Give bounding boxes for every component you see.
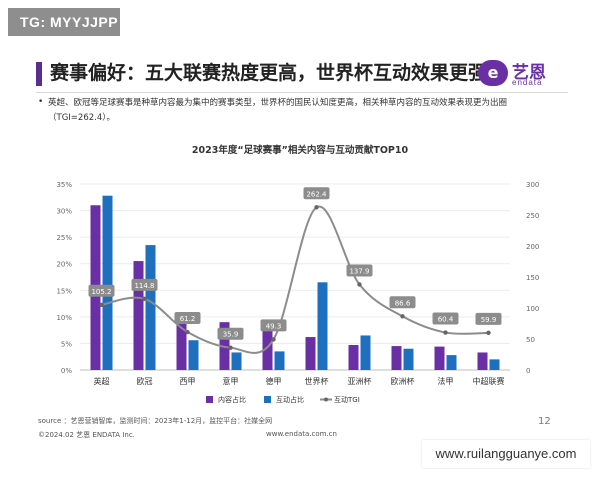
left-axis-tick: 20%: [56, 261, 72, 269]
legend-marker: [324, 397, 328, 402]
logo-subtext: endata: [512, 78, 543, 87]
legend-label: 互动占比: [276, 395, 304, 404]
content-share-bar: [262, 327, 273, 370]
category-label: 欧洲杯: [391, 376, 415, 386]
legend-label: 互动TGI: [334, 395, 360, 404]
logo-text: 艺恩: [512, 63, 546, 83]
footer-url: www.endata.com.cn: [266, 430, 337, 438]
interaction-share-bar: [360, 335, 371, 370]
category-label: 意甲: [223, 376, 239, 386]
tgi-point: [228, 345, 233, 350]
copyright-note: ©2024.02 艺恩 ENDATA Inc.: [38, 431, 135, 439]
interaction-share-bar: [145, 245, 156, 370]
title-accent-bar: [36, 62, 42, 86]
content-share-bar: [391, 346, 402, 370]
tgi-point: [314, 205, 319, 210]
tgi-line: [101, 205, 489, 354]
summary-text: 英超、欧冠等足球赛事是种草内容最为集中的赛事类型，世界杯的国民认知度更高，相关种…: [48, 98, 508, 123]
tgi-label-box: [303, 187, 330, 200]
tgi-data-label: 137.9: [349, 268, 369, 276]
left-axis-tick: 5%: [61, 340, 72, 348]
tgi-label-box: [475, 312, 502, 325]
right-axis-tick: 300: [526, 181, 539, 189]
title-divider: [36, 92, 568, 93]
tgi-point: [443, 330, 448, 335]
interaction-share-bar: [446, 355, 457, 370]
category-label: 亚洲杯: [348, 376, 372, 386]
left-axis-tick: 35%: [56, 181, 72, 189]
chart-title: 2023年度“足球赛事”相关内容与互动贡献TOP10: [191, 145, 409, 156]
site-watermark: www.ruilangguanye.com: [422, 440, 590, 468]
tgi-data-label: 114.8: [134, 282, 154, 290]
left-axis-tick: 25%: [56, 234, 72, 242]
right-axis-tick: 100: [526, 305, 539, 313]
tgi-point: [400, 314, 405, 319]
tgi-label-box: [131, 278, 158, 291]
right-axis-tick: 250: [526, 212, 539, 220]
interaction-share-bar: [317, 282, 328, 370]
tgi-data-label: 49.3: [266, 322, 282, 330]
right-axis-tick: 200: [526, 243, 539, 251]
category-label: 英超: [94, 376, 110, 386]
content-share-bar: [176, 322, 187, 370]
tgi-label-box: [217, 327, 244, 340]
right-axis-tick: 150: [526, 274, 539, 282]
category-label: 世界杯: [305, 376, 329, 386]
tgi-point: [185, 329, 190, 335]
legend-swatch: [264, 396, 271, 403]
interaction-share-bar: [188, 340, 199, 370]
content-share-bar: [477, 352, 488, 370]
legend-swatch: [206, 396, 213, 403]
tgi-point: [357, 282, 362, 287]
tgi-data-label: 262.4: [306, 190, 327, 198]
left-axis-tick: 15%: [56, 287, 72, 295]
interaction-share-bar: [231, 352, 242, 370]
tgi-data-label: 35.9: [223, 331, 239, 339]
category-label: 欧冠: [137, 376, 153, 386]
logo-mark-icon: e: [478, 60, 508, 86]
left-axis-tick: 0%: [61, 367, 72, 375]
content-share-bar: [305, 337, 316, 370]
source-note: source ：艺恩营销智库，监测时间：2023年1-12月，监控平台：社媒全网: [38, 417, 273, 425]
tgi-point: [271, 337, 276, 342]
page-number: 12: [538, 416, 551, 427]
tgi-label-box: [174, 312, 201, 325]
tgi-data-label: 59.9: [481, 316, 497, 324]
interaction-share-bar: [489, 359, 500, 370]
combo-chart: 0% 5% 10% 15% 20% 25% 30% 35% 0 50 100 150 200 250 300…: [56, 181, 539, 404]
content-share-bar: [348, 345, 359, 370]
tgi-point: [99, 302, 104, 307]
interaction-share-bar: [102, 195, 113, 370]
legend-label: 内容占比: [218, 395, 246, 404]
category-label: 法甲: [438, 376, 454, 386]
bullet-icon: •: [38, 97, 44, 107]
tgi-data-label: 60.4: [438, 316, 454, 324]
left-axis-tick: 10%: [56, 314, 72, 322]
interaction-share-bar: [403, 348, 414, 370]
left-axis-tick: 30%: [56, 208, 72, 216]
category-label: 西甲: [180, 377, 196, 386]
tgi-label-box: [432, 312, 459, 325]
category-label: 中超联赛: [473, 376, 505, 386]
content-share-bar: [434, 346, 445, 370]
right-axis-tick: 0: [526, 367, 530, 375]
tgi-data-label: 61.2: [180, 315, 196, 323]
right-axis-tick: 50: [526, 336, 535, 344]
tgi-data-label: 86.6: [395, 299, 411, 307]
page-title: 赛事偏好：五大联赛热度更高，世界杯互动效果更强: [50, 62, 488, 84]
tgi-point: [142, 296, 147, 302]
tgi-data-label: 105.2: [91, 288, 111, 296]
content-share-bar: [133, 261, 144, 370]
interaction-share-bar: [274, 351, 285, 370]
tgi-point: [486, 330, 491, 336]
tgi-label-box: [88, 284, 115, 297]
channel-badge: TG: MYYJJPP: [8, 8, 120, 36]
tgi-label-box: [346, 264, 373, 277]
category-label: 德甲: [266, 376, 282, 386]
tgi-label-box: [260, 319, 287, 332]
tgi-label-box: [389, 296, 416, 309]
